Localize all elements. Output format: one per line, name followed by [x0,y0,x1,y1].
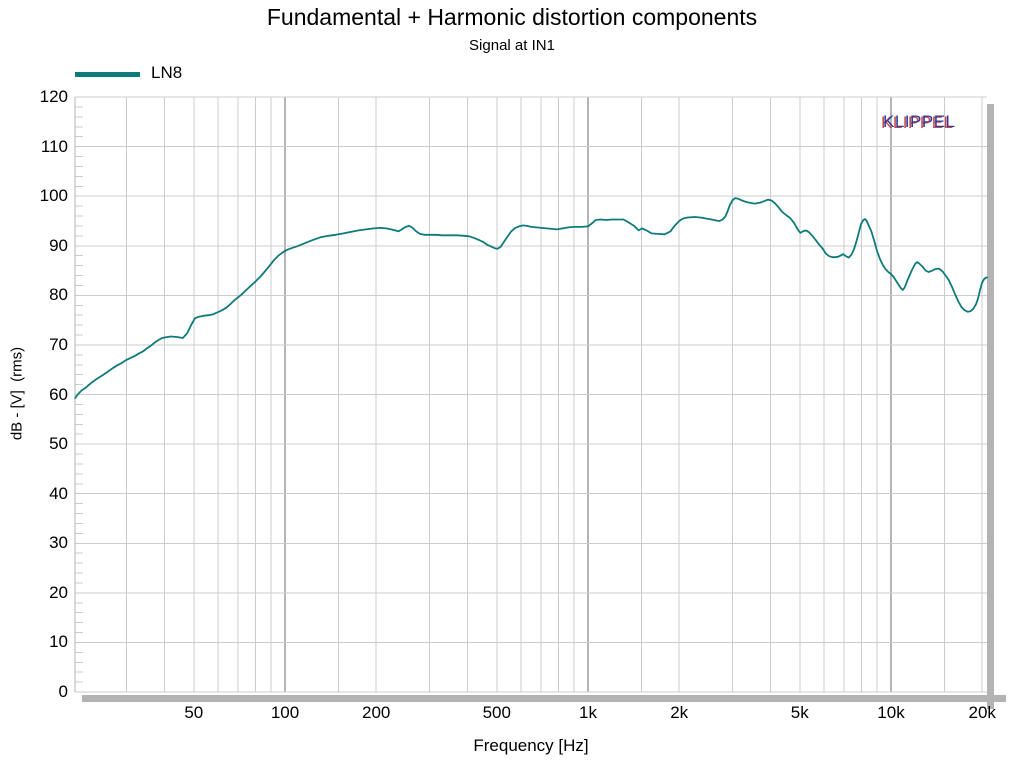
plot-shadow-right [987,104,994,709]
chart-subtitle: Signal at IN1 [469,37,555,54]
chart-title: Fundamental + Harmonic distortion compon… [266,4,758,30]
legend-line-swatch [75,72,140,77]
y-tick-label-100: 100 [39,186,68,206]
plot-shadow-bottom [82,695,1006,702]
y-tick-label-0: 0 [58,682,68,701]
y-tick-label-30: 30 [49,533,68,553]
x-axis-title: Frequency [Hz] [473,736,589,755]
y-tick-label-20: 20 [49,582,68,602]
x-tick-label-100: 100 [270,703,300,722]
y-axis-title: dB - [V] (rms) [8,346,26,441]
y-tick-label-80: 80 [49,285,68,305]
y-tick-label-110: 110 [40,136,68,156]
y-tick-label-120: 120 [39,87,68,106]
y-tick-label-10: 10 [49,632,68,652]
x-tick-label-2k: 2k [670,703,689,722]
y-tick-label-50: 50 [49,434,68,454]
klippel-watermark: KLIPPEL [883,112,956,131]
x-tick-label-50: 50 [184,703,204,722]
x-tick-label-500: 500 [482,703,511,722]
x-tick-label-20k: 20k [968,703,996,722]
x-tick-label-200: 200 [362,703,391,722]
y-tick-label-40: 40 [49,483,68,503]
x-tick-label-5k: 5k [790,703,809,722]
x-tick-label-10k: 10k [877,703,905,722]
y-tick-label-60: 60 [49,384,68,404]
series-line-ln8 [74,197,988,399]
legend-label-ln8: LN8 [151,63,183,82]
y-tick-label-70: 70 [49,334,68,354]
x-tick-label-1k: 1k [579,703,597,722]
y-tick-label-90: 90 [49,235,68,255]
